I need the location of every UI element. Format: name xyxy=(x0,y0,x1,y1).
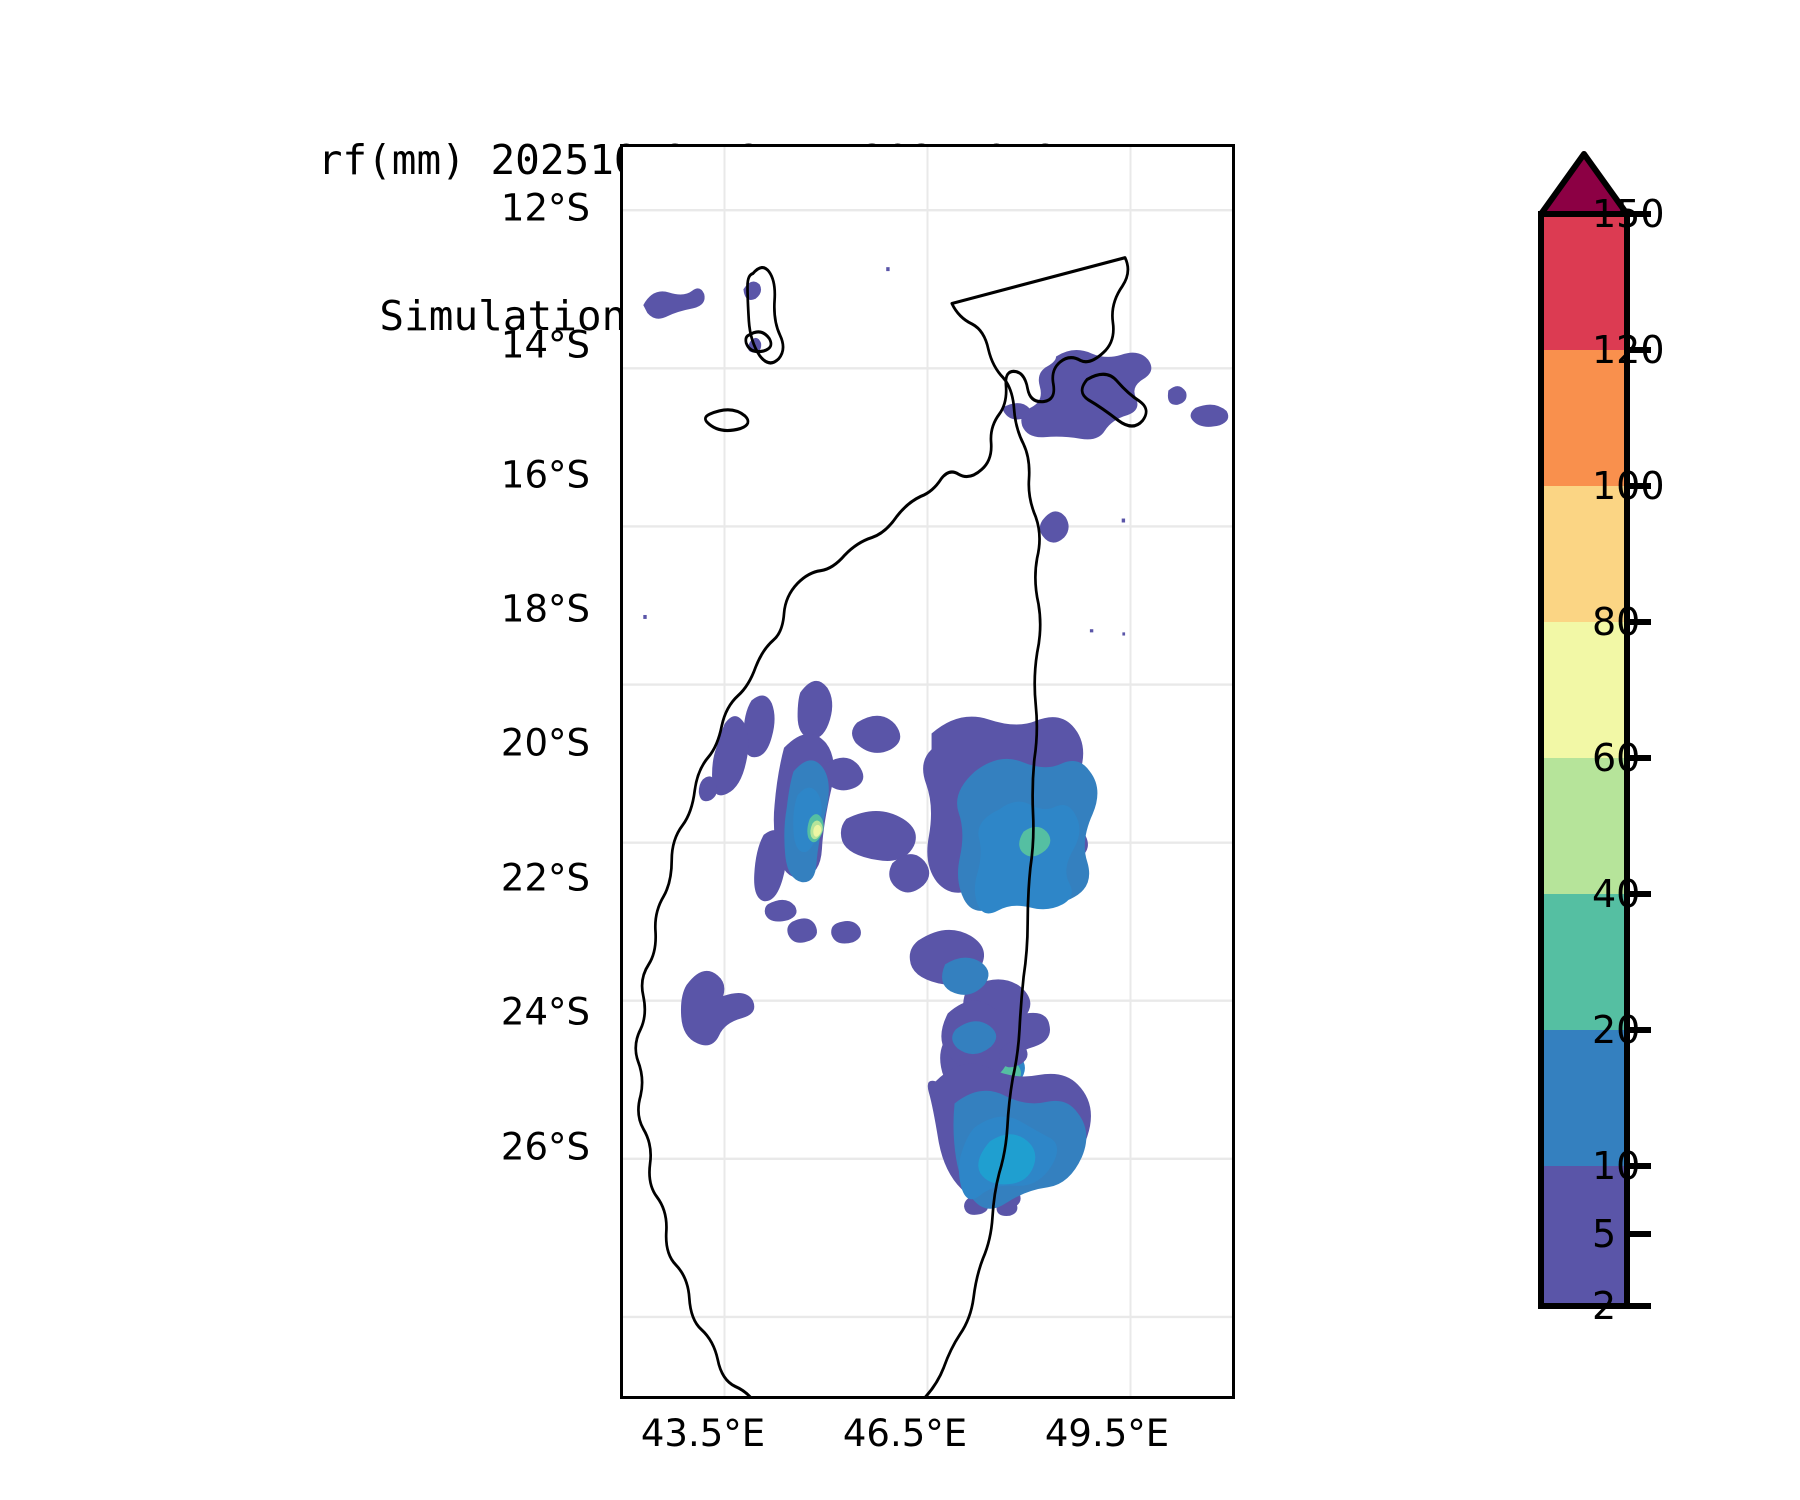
colorbar-label-5: 5 xyxy=(1592,1212,1617,1256)
lat-tick-label-22S: 22°S xyxy=(500,856,590,900)
lat-tick-label-18S: 18°S xyxy=(500,587,590,631)
colorbar-canvas xyxy=(1538,151,1651,1309)
colorbar-label-100: 100 xyxy=(1592,464,1665,508)
lat-tick-label-20S: 20°S xyxy=(500,721,590,765)
lat-tick-label-16S: 16°S xyxy=(500,453,590,497)
precip-cell-nosybe xyxy=(1039,511,1069,543)
precip-cluster-mayotte xyxy=(1001,350,1229,440)
lat-tick-label-14S: 14°S xyxy=(500,323,590,367)
colorbar-label-120: 120 xyxy=(1592,328,1665,372)
colorbar-label-10: 10 xyxy=(1592,1144,1641,1188)
map-axes xyxy=(620,144,1235,1399)
lon-tick-label-49-5E: 49.5°E xyxy=(1044,1412,1170,1455)
precip-south-core xyxy=(978,1134,1036,1185)
precip-stray-pixels xyxy=(643,267,1126,636)
colorbar-segments xyxy=(1541,214,1627,1306)
colorbar: 150 120 100 80 60 40 20 10 5 2 xyxy=(1496,144,1796,1404)
lat-tick-label-24S: 24°S xyxy=(500,990,590,1034)
colorbar-label-150: 150 xyxy=(1592,192,1665,236)
precip-southwest-patch xyxy=(680,899,797,1046)
map-canvas xyxy=(623,147,1232,1396)
colorbar-label-20: 20 xyxy=(1592,1008,1641,1052)
lat-tick-label-12S: 12°S xyxy=(500,186,590,230)
coastline xyxy=(634,256,1148,1396)
colorbar-label-2: 2 xyxy=(1592,1284,1617,1328)
lon-tick-label-43-5E: 43.5°E xyxy=(640,1412,766,1455)
precipitation-field xyxy=(643,267,1229,1216)
precip-cluster-comoros xyxy=(643,281,762,353)
colorbar-label-40: 40 xyxy=(1592,872,1641,916)
colorbar-ticks xyxy=(1627,211,1651,1309)
colorbar-label-60: 60 xyxy=(1592,736,1641,780)
precip-peak-core xyxy=(810,820,823,840)
lon-tick-label-46-5E: 46.5°E xyxy=(842,1412,968,1455)
colorbar-label-80: 80 xyxy=(1592,600,1641,644)
lat-tick-label-26S: 26°S xyxy=(500,1125,590,1169)
